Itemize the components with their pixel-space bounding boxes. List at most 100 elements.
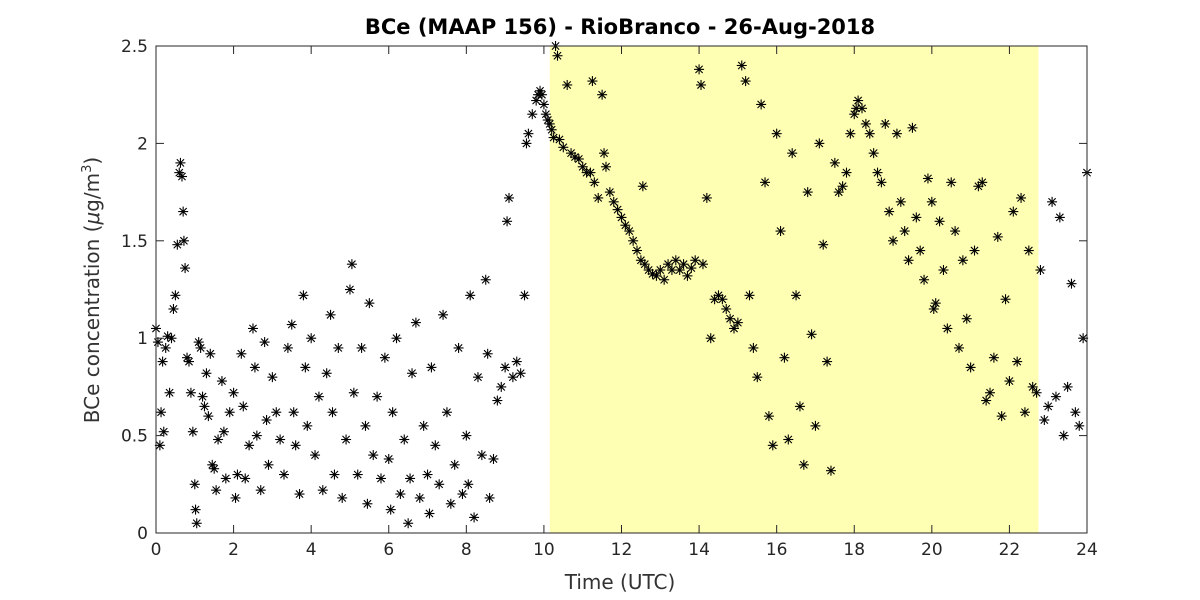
data-point-stroke <box>179 207 188 216</box>
data-point-stroke <box>675 266 684 275</box>
data-point <box>872 167 883 178</box>
data-point-stroke <box>823 357 832 366</box>
data-point-stroke <box>861 119 870 128</box>
data-point-stroke <box>764 412 773 421</box>
data-point-stroke <box>776 227 785 236</box>
chart-title: BCe (MAAP 156) - RioBranco - 26-Aug-2018 <box>365 15 875 39</box>
data-point-stroke <box>181 264 190 273</box>
data-point <box>599 148 610 159</box>
data-point-stroke <box>287 320 296 329</box>
data-point-stroke <box>1036 266 1045 275</box>
data-point-stroke <box>695 65 704 74</box>
data-point-stroke <box>939 266 948 275</box>
data-point-stroke <box>912 213 921 222</box>
data-point <box>356 342 367 353</box>
data-point <box>488 453 499 464</box>
data-point-stroke <box>815 139 824 148</box>
data-point-stroke <box>605 188 614 197</box>
data-point <box>938 265 949 276</box>
data-point <box>1008 206 1019 217</box>
data-point-stroke <box>248 324 257 333</box>
data-point-stroke <box>171 291 180 300</box>
data-point-stroke <box>834 188 843 197</box>
data-point <box>957 255 968 266</box>
data-point <box>422 469 433 480</box>
data-point <box>822 356 833 367</box>
data-point <box>597 89 608 100</box>
data-point <box>791 290 802 301</box>
data-point-stroke <box>307 334 316 343</box>
data-point-stroke <box>1017 193 1026 202</box>
data-point-stroke <box>1075 421 1084 430</box>
data-point-stroke <box>539 100 548 109</box>
data-point-stroke <box>908 123 917 132</box>
data-point <box>536 89 547 100</box>
data-point-stroke <box>737 61 746 70</box>
data-point-stroke <box>1028 382 1037 391</box>
data-point <box>810 420 821 431</box>
data-point <box>220 473 231 484</box>
data-point <box>868 148 879 159</box>
data-point-stroke <box>194 338 203 347</box>
data-point-stroke <box>210 464 219 473</box>
data-point <box>317 485 328 496</box>
data-point-stroke <box>524 129 533 138</box>
data-point <box>577 161 588 172</box>
data-point-stroke <box>578 162 587 171</box>
data-point <box>965 362 976 373</box>
data-point <box>690 255 701 266</box>
data-point-stroke <box>986 388 995 397</box>
data-point <box>379 352 390 363</box>
data-point-stroke <box>722 304 731 313</box>
data-point <box>496 381 507 392</box>
data-point-stroke <box>788 149 797 158</box>
data-point-stroke <box>745 291 754 300</box>
data-point <box>639 259 650 270</box>
x-tick-label: 22 <box>999 540 1021 560</box>
data-point-stroke <box>869 149 878 158</box>
data-point <box>996 411 1007 422</box>
data-point <box>410 317 421 328</box>
data-point-stroke <box>318 486 327 495</box>
data-point-stroke <box>679 260 688 269</box>
data-point <box>1062 381 1073 392</box>
data-point <box>585 167 596 178</box>
data-point-stroke <box>536 86 545 95</box>
data-point-stroke <box>268 373 277 382</box>
data-point <box>783 434 794 445</box>
data-point-stroke <box>784 435 793 444</box>
data-point-stroke <box>993 232 1002 241</box>
data-point <box>696 79 707 90</box>
data-point-stroke <box>966 363 975 372</box>
data-point <box>1066 278 1077 289</box>
data-point <box>763 411 774 422</box>
data-point-stroke <box>423 470 432 479</box>
data-point-stroke <box>698 260 707 269</box>
data-point <box>620 220 631 231</box>
data-point-stroke <box>176 158 185 167</box>
data-point <box>251 430 262 441</box>
data-point <box>977 177 988 188</box>
data-point-stroke <box>427 363 436 372</box>
data-point <box>218 426 229 437</box>
data-point-stroke <box>865 129 874 138</box>
data-point-stroke <box>252 431 261 440</box>
data-point-stroke <box>190 480 199 489</box>
data-point-stroke <box>838 182 847 191</box>
data-point-stroke <box>970 246 979 255</box>
data-point-stroke <box>481 275 490 284</box>
data-point-stroke <box>768 441 777 450</box>
data-point-stroke <box>334 343 343 352</box>
data-point-stroke <box>233 470 242 479</box>
x-axis-label: Time (UTC) <box>564 570 676 594</box>
data-point-stroke <box>547 125 556 134</box>
data-point-stroke <box>384 454 393 463</box>
data-point <box>391 333 402 344</box>
data-point <box>806 329 817 340</box>
data-point <box>779 352 790 363</box>
data-point-stroke <box>648 269 657 278</box>
data-point <box>930 298 941 309</box>
data-point-stroke <box>231 493 240 502</box>
data-point-stroke <box>904 256 913 265</box>
data-point <box>1074 420 1085 431</box>
